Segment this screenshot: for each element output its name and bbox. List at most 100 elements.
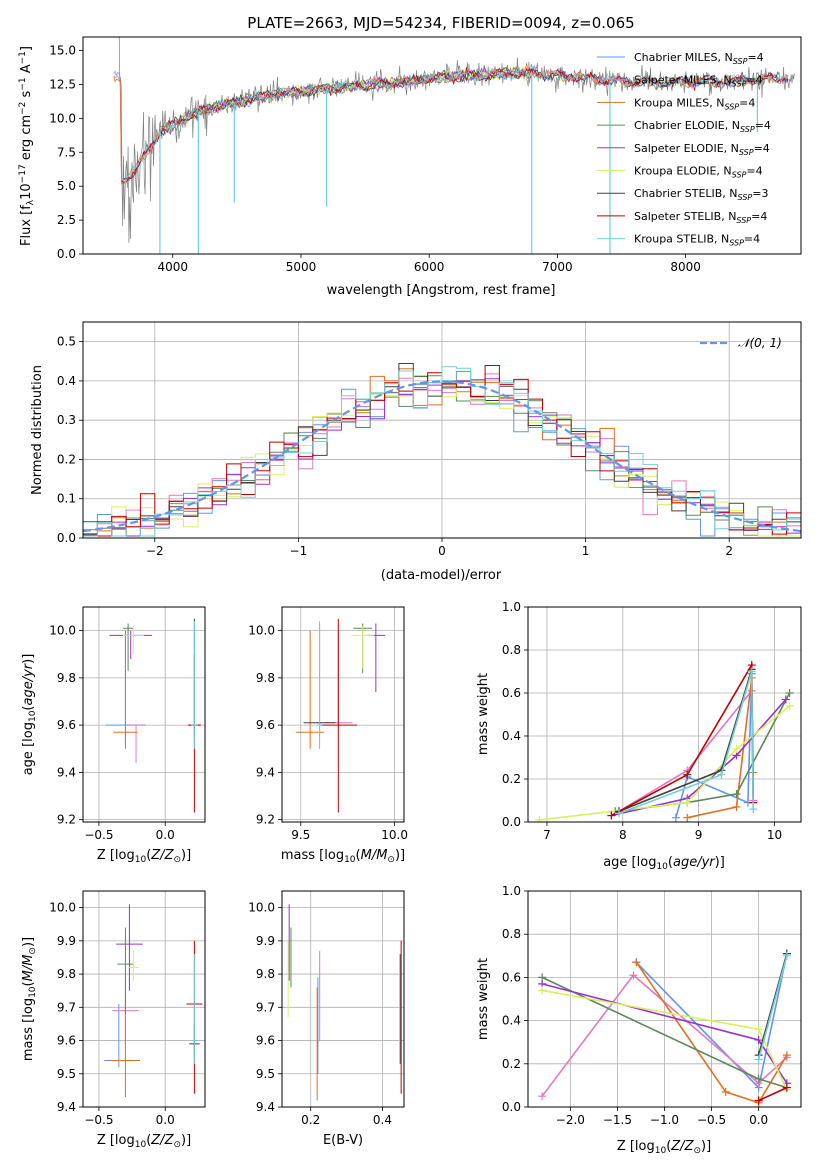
ylabel: mass weight <box>476 958 491 1040</box>
x-tick-label: 9.5 <box>291 828 310 842</box>
y-tick-label: 9.4 <box>256 1100 275 1114</box>
y-tick-label: 10.0 <box>49 901 76 915</box>
spectrum-frame <box>82 36 802 255</box>
xlabel: Z [log10(Z/Z⊙)] <box>617 1139 711 1156</box>
model-spectrum-kroupa_elodie <box>159 66 533 136</box>
x-tick-label: −2 <box>146 544 164 558</box>
y-tick-label: 0.0 <box>57 247 76 261</box>
mass-weight-line <box>635 961 788 1104</box>
label-part: ( <box>666 1139 671 1154</box>
label-part: M/M <box>21 955 36 982</box>
plus-marker <box>671 813 680 822</box>
legend-sub: SSP <box>739 148 754 157</box>
mass-vs-ebv-plot <box>287 904 402 1101</box>
spectrum-panel: PLATE=2663, MJD=54234, FIBERID=0094, z=0… <box>18 14 802 298</box>
plus-marker <box>754 1055 763 1064</box>
x-tick-label: −0.5 <box>84 828 113 842</box>
ylabel-part: −1 <box>18 77 28 90</box>
legend-tail: =4 <box>747 51 763 64</box>
mass-weight-vs-age-grid <box>528 606 801 823</box>
age-vs-mass-plot <box>296 618 386 813</box>
age-vs-Z-panel: −0.5 0.09.29.49.69.810.0Z [log10(Z/Z⊙)]ag… <box>21 606 206 865</box>
mass-weight-line <box>541 974 788 1097</box>
y-tick-label: 9.8 <box>256 967 275 981</box>
y-tick-label: 0.5 <box>57 335 76 349</box>
spectrum-ylabel: Flux [fλ10−17 erg cm−2 s−1 A−1] <box>18 46 36 246</box>
ylabel: age [log10(age/yr)] <box>21 654 38 776</box>
x-tick-label: 9 <box>695 828 703 842</box>
label-part: M/M <box>361 848 388 863</box>
y-tick-label: 9.6 <box>57 1034 76 1048</box>
label-part: age [log <box>603 855 656 870</box>
ylabel-part: −1 <box>18 51 28 64</box>
mass-weight-line <box>539 705 791 821</box>
legend-text: Salpeter STELIB, N <box>634 210 736 223</box>
label-part: age [log <box>21 722 36 775</box>
label-part: )] <box>181 1133 191 1148</box>
label-part: )] <box>395 848 405 863</box>
label-part: 10 <box>135 855 147 865</box>
mass-vs-Z-plot <box>104 904 203 1098</box>
y-tick-label: 10.0 <box>49 111 76 125</box>
legend-label: Chabrier STELIB, NSSP=3 <box>634 187 768 202</box>
plus-marker <box>754 1025 763 1034</box>
x-tick-label: 0 <box>438 544 446 558</box>
mass-weight-vs-age-axes: 7 8 9 10 0.0 0.2 0.4 0.6 0.8 1.0 <box>502 600 802 842</box>
y-tick-label: 0.3 <box>57 413 76 427</box>
ylabel-part: 10 <box>19 183 34 200</box>
legend-tail: =4 <box>754 142 770 155</box>
label-part: 10 <box>344 855 356 865</box>
y-tick-label: 1.0 <box>502 600 521 614</box>
legend-tail: =4 <box>751 210 767 223</box>
mass-vs-Z-panel: −0.5 0.09.49.59.69.79.89.910.0Z [log10(Z/… <box>21 890 206 1150</box>
label-part: Z [log <box>97 1133 135 1148</box>
y-tick-label: 9.9 <box>57 934 76 948</box>
spectrum-xlabel: wavelength [Angstrom, rest frame] <box>327 283 556 298</box>
age-vs-mass-axes: 9.5 10.0 9.2 9.4 9.6 9.8 10.0 <box>248 606 408 842</box>
x-tick-label: −0.5 <box>697 1113 726 1127</box>
mass-vs-Z-frame <box>82 890 206 1108</box>
y-tick-label: 0.8 <box>502 927 521 941</box>
label-part: ( <box>146 848 151 863</box>
plus-marker <box>717 770 726 779</box>
ylabel: mass [log10(M/M⊙)] <box>21 937 38 1061</box>
label-part: ( <box>146 1133 151 1148</box>
y-tick-label: 7.5 <box>57 145 76 159</box>
x-tick-label: 8 <box>619 828 627 842</box>
x-tick-label: 7 <box>543 828 551 842</box>
x-tick-label: 7000 <box>542 260 573 274</box>
plus-marker <box>721 1087 730 1096</box>
legend-sub: SSP <box>724 102 739 111</box>
legend-label: Salpeter STELIB, NSSP=4 <box>634 210 767 225</box>
ylabel-part: −17 <box>18 164 28 183</box>
mass-weight-line <box>758 1086 788 1102</box>
legend-sub: SSP <box>738 193 753 202</box>
y-tick-label: 2.5 <box>57 213 76 227</box>
label-part: Z [log <box>617 1139 655 1154</box>
y-tick-label: 0.0 <box>502 1100 521 1114</box>
y-tick-label: 9.5 <box>256 1067 275 1081</box>
legend-sub: SSP <box>729 239 744 248</box>
age-vs-Z-grid <box>83 607 205 822</box>
x-tick-label: 10 <box>767 828 782 842</box>
y-tick-label: 9.4 <box>256 765 275 779</box>
label-part: ⊙ <box>173 855 181 865</box>
legend-text: Kroupa ELODIE, N <box>634 165 732 178</box>
y-tick-label: 1.0 <box>502 884 521 898</box>
mass-vs-Z-axes: −0.5 0.0 9.4 9.5 9.6 9.7 9.8 9.9 10.0 <box>49 890 206 1127</box>
x-tick-label: 0.0 <box>156 1113 175 1127</box>
legend-label: Kroupa MILES, NSSP=4 <box>634 96 755 111</box>
mass-weight-vs-Z-grid <box>528 890 801 1108</box>
ylabel-part: erg cm <box>19 115 34 164</box>
residuals-panel: (data-model)/error Normed distribution −… <box>30 321 802 583</box>
spectrum-plot <box>113 37 795 254</box>
ylabel-part: s <box>19 90 34 101</box>
y-tick-label: 9.7 <box>57 1000 76 1014</box>
x-tick-label: −2.0 <box>556 1113 585 1127</box>
y-tick-label: 9.6 <box>256 1034 275 1048</box>
legend-tail: =4 <box>744 233 760 246</box>
label-part: ⊙ <box>28 947 38 955</box>
mass-weight-vs-Z-axes: −2.0 −1.5 −1.0 −0.5 0.0 0.0 0.2 0.4 0.6 0.8 1.0 <box>502 884 802 1127</box>
y-tick-label: 0.2 <box>502 772 521 786</box>
